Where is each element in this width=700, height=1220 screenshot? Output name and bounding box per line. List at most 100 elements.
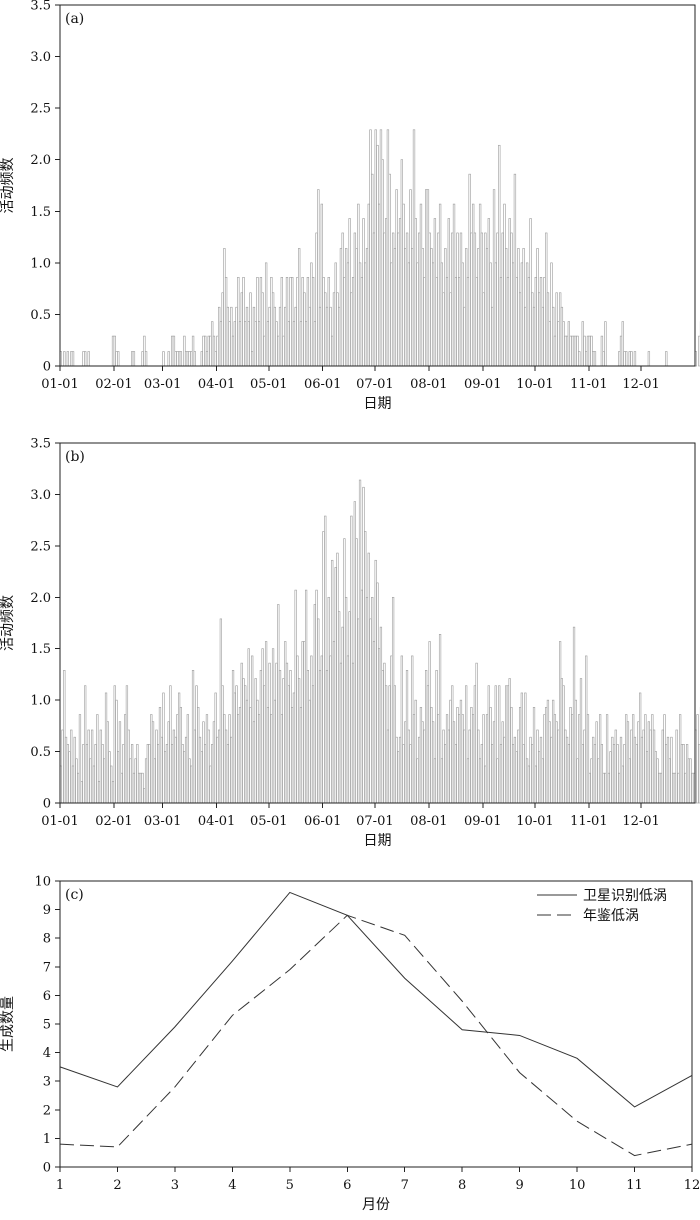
bar-162 xyxy=(339,662,343,804)
bar-154 xyxy=(325,670,329,804)
bar-167 xyxy=(348,611,351,804)
bar-343 xyxy=(654,751,657,804)
bar-58 xyxy=(158,707,162,804)
bar-290 xyxy=(562,685,565,804)
bar-9 xyxy=(73,736,76,804)
x-axis-label: 日期 xyxy=(364,396,392,412)
bar-77 xyxy=(191,670,195,804)
bar-88 xyxy=(211,744,214,804)
bar-258 xyxy=(506,685,510,804)
bar-103 xyxy=(237,714,240,804)
bar-353 xyxy=(672,772,675,804)
bar-89 xyxy=(212,721,216,804)
bar-18 xyxy=(89,758,92,804)
bar-358 xyxy=(680,744,684,804)
bar-278 xyxy=(541,758,544,804)
bar-314 xyxy=(604,772,607,804)
bar-206 xyxy=(416,758,419,804)
bar-326 xyxy=(625,714,628,804)
bar-225 xyxy=(449,699,452,804)
bar-134 xyxy=(291,707,294,804)
bar-242 xyxy=(478,758,482,804)
x-tick-label: 02-01 xyxy=(95,814,132,829)
bar-50 xyxy=(144,758,148,804)
x-tick-label: 1 xyxy=(56,1178,64,1193)
bar-281 xyxy=(546,699,550,804)
bar-200 xyxy=(405,670,409,804)
bar-12 xyxy=(78,714,82,804)
bar-66 xyxy=(172,729,176,804)
bar-172 xyxy=(357,618,360,804)
bar-69 xyxy=(178,692,181,804)
bar-194 xyxy=(395,736,398,804)
x-tick-label: 11-01 xyxy=(570,377,607,392)
bar-68 xyxy=(176,714,179,804)
series-line-2 xyxy=(59,914,693,1157)
bar-214 xyxy=(430,707,433,804)
bar-261 xyxy=(512,744,515,804)
x-tick-label: 06-01 xyxy=(304,377,341,392)
y-tick-label: 3.5 xyxy=(30,437,51,452)
x-tick-label: 08-01 xyxy=(410,377,447,392)
bar-250 xyxy=(492,721,496,804)
bar-13 xyxy=(80,781,83,804)
panel-b: 01-01 02-01 03-01 04-01 05-01 06-01 07-01 08-01… xyxy=(0,437,700,849)
bar-213 xyxy=(428,641,431,804)
x-tick-label: 5 xyxy=(286,1178,294,1193)
bar-239 xyxy=(473,685,476,804)
bar-342 xyxy=(652,729,656,804)
bar-24 xyxy=(99,729,102,804)
x-tick-label: 6 xyxy=(343,1178,351,1193)
bar-226 xyxy=(451,685,454,804)
bar-33 xyxy=(115,699,118,804)
bar-201 xyxy=(407,729,410,804)
bar-104 xyxy=(238,707,242,804)
bar-29 xyxy=(108,751,111,804)
bar-210 xyxy=(423,729,426,804)
bar-6 xyxy=(68,751,71,804)
bar-60 xyxy=(162,351,165,367)
bar-57 xyxy=(157,744,160,804)
bar-160 xyxy=(336,552,339,804)
bar-176 xyxy=(364,531,367,804)
bar-324 xyxy=(621,765,624,804)
bar-296 xyxy=(572,626,576,804)
bar-153 xyxy=(324,515,327,804)
bar-136 xyxy=(294,589,297,804)
bar-254 xyxy=(499,744,503,804)
bar-2 xyxy=(61,729,64,804)
bar-63 xyxy=(167,351,170,367)
y-tick-label: 1.5 xyxy=(30,205,51,220)
bar-74 xyxy=(186,714,189,804)
y-tick-label: 2.0 xyxy=(30,591,51,606)
bar-22 xyxy=(96,714,99,804)
y-tick-label: 3.0 xyxy=(30,50,51,65)
bar-284 xyxy=(552,699,555,804)
bar-165 xyxy=(345,596,348,804)
y-tick-label: 6 xyxy=(43,989,51,1004)
panel-label: (a) xyxy=(65,11,84,27)
bar-53 xyxy=(150,714,153,804)
bar-316 xyxy=(607,772,610,804)
bar-205 xyxy=(414,699,417,804)
bar-263 xyxy=(515,751,518,804)
bar-100 xyxy=(231,670,235,804)
bar-106 xyxy=(242,678,245,804)
bar-184 xyxy=(378,648,381,804)
bar-78 xyxy=(193,351,196,367)
bar-108 xyxy=(245,699,249,804)
x-tick-label: 06-01 xyxy=(304,814,341,829)
bar-295 xyxy=(571,714,574,804)
bar-21 xyxy=(94,744,97,804)
bar-70 xyxy=(179,707,182,804)
bar-40 xyxy=(127,729,130,804)
bar-346 xyxy=(659,772,663,804)
bar-240 xyxy=(475,662,478,804)
bar-218 xyxy=(437,714,440,804)
bar-121 xyxy=(268,662,271,804)
bar-305 xyxy=(588,772,591,804)
x-tick-label: 12-01 xyxy=(622,377,659,392)
bar-208 xyxy=(419,707,423,804)
bar-248 xyxy=(489,707,492,804)
x-tick-label: 9 xyxy=(515,1178,523,1193)
